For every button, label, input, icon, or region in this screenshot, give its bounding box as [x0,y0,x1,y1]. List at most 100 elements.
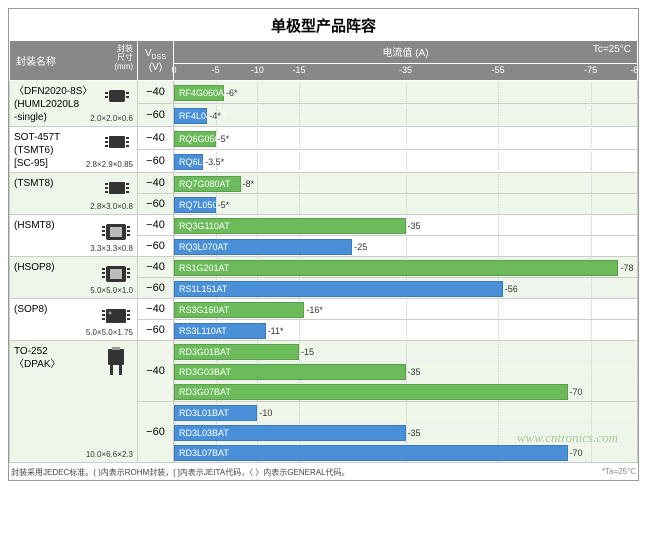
bar-row: RS1L151AT-56 [174,278,637,298]
watermark: www.cntronics.com [517,430,618,446]
bar: RQ7L050AT [174,197,216,213]
package-icon [103,133,131,155]
bar-row: RD3G01BAT-15 [174,341,637,361]
bar-row: RD3G07BAT-70 [174,381,637,401]
bar-value-label: -35 [406,364,421,380]
vdss-value: −40 [138,257,174,278]
bar-row: RQ6G050AT-5* [174,128,637,148]
bar: RS3G160AT [174,302,304,318]
bar: RS3L110AT [174,323,266,339]
bar-row: RQ3G110AT-35 [174,215,637,235]
footnote-right: *Ta=25°C [602,467,636,476]
bar: RQ6G050AT [174,131,216,147]
package-dims: 5.0×5.0×1.0 [90,286,133,296]
vdss-value: −60 [138,278,174,299]
bar-cell: RS3G160AT-16* [174,299,638,320]
package-icon [103,87,131,109]
package-dims: 2.8×2.9×0.85 [86,160,133,170]
bar-row: RS1G201AT-78 [174,257,637,277]
axis-tick: 0 [171,65,176,75]
bar-value-label: -4* [207,108,221,124]
package-dims: 3.3×3.3×0.8 [90,244,133,254]
bar: RD3L01BAT [174,405,257,421]
bar-row: RQ7G080AT-8* [174,173,637,193]
bar-cell: RS3L110AT-11* [174,320,638,341]
bar: RF4G060AT [174,85,224,101]
bar-row: RQ6L035AT-3.5* [174,151,637,171]
vdss-value: −60 [138,402,174,463]
bar-row: RF4G060AT-6* [174,82,637,102]
bar-row: RQ7L050AT-5* [174,194,637,214]
bar-value-label: -56 [503,281,518,297]
package-cell: (HSMT8)3.3×3.3×0.8 [10,215,138,257]
hdr-pkg-size: 封装尺寸(mm) [114,45,133,71]
vdss-value: −40 [138,215,174,236]
vdss-value: −60 [138,104,174,127]
vdss-value: −40 [138,127,174,150]
bar: RD3L07BAT [174,445,568,461]
bar-value-label: -8* [241,176,255,192]
bar: RS1G201AT [174,260,618,276]
bar-row: RD3G03BAT-35 [174,361,637,381]
hdr-pkg-label: 封装名称 [16,57,56,68]
bar-value-label: -70 [568,384,583,400]
vdss-value: −40 [138,299,174,320]
bar-value-label: -16* [304,302,323,318]
bar: RD3G03BAT [174,364,406,380]
bar-value-label: -35 [406,218,421,234]
bar-cell: RS1G201AT-78 [174,257,638,278]
vdss-value: −60 [138,320,174,341]
axis-tick: -55 [492,65,505,75]
axis-tick: -80 [630,65,643,75]
bar: RF4L040AT [174,108,207,124]
bar: RQ3L070AT [174,239,352,255]
bar-cell: RD3G01BAT-15RD3G03BAT-35RD3G07BAT-70 [174,341,638,402]
vdss-value: −40 [138,81,174,104]
bar: RQ6L035AT [174,154,203,170]
bar-row: RS3L110AT-11* [174,320,637,340]
axis-tick: -5 [212,65,220,75]
axis-row: 0-5-10-15-35-55-75-80 [174,63,638,80]
bar-cell: RQ7G080AT-8* [174,173,638,194]
bar-cell: RF4L040AT-4* [174,104,638,127]
hdr-current: 电流值 (A) Tc=25°C [174,41,638,64]
package-icon [103,179,131,201]
bar-cell: RS1L151AT-56 [174,278,638,299]
bar-row: RS3G160AT-16* [174,299,637,319]
package-dims: 5.0×5.0×1.75 [86,328,133,338]
vdss-value: −60 [138,150,174,173]
bar-cell: RF4G060AT-6* [174,81,638,104]
bar-row: RQ3L070AT-25 [174,236,637,256]
footnote-left: 封装采用JEDEC标准。( )内表示ROHM封装，[ ]内表示JEITA代码，〈… [11,468,350,477]
hdr-tc: Tc=25°C [593,44,631,55]
bar-cell: RQ3G110AT-35 [174,215,638,236]
axis-tick: -10 [251,65,264,75]
package-dims: 2.0×2.0×0.6 [90,114,133,124]
bar-cell: RQ3L070AT-25 [174,236,638,257]
bar: RD3G01BAT [174,344,299,360]
package-cell: (TSMT8)2.8×3.0×0.8 [10,173,138,215]
package-cell: SOT-457T(TSMT6)[SC-95]2.8×2.9×0.85 [10,127,138,173]
bar-cell: RQ6G050AT-5* [174,127,638,150]
bar: RD3G07BAT [174,384,568,400]
bar-value-label: -25 [352,239,367,255]
package-icon [101,347,131,381]
axis-tick: -35 [399,65,412,75]
package-cell: 〈DFN2020-8S〉(HUML2020L8-single)2.0×2.0×0… [10,81,138,127]
package-cell: (SOP8)5.0×5.0×1.75 [10,299,138,341]
chart-container: 单极型产品阵容 封装名称 封装尺寸(mm) VDSS(V) 电流值 (A) Tc… [8,8,639,481]
bar-value-label: -11* [266,323,284,339]
bar: RS1L151AT [174,281,503,297]
axis-tick: -75 [584,65,597,75]
bar-value-label: -6* [224,85,238,101]
vdss-value: −60 [138,236,174,257]
bar-value-label: -5* [216,197,230,213]
vdss-value: −40 [138,173,174,194]
hdr-current-label: 电流值 (A) [382,48,428,59]
chart-title: 单极型产品阵容 [9,9,638,40]
bar: RD3L03BAT [174,425,406,441]
data-table: 封装名称 封装尺寸(mm) VDSS(V) 电流值 (A) Tc=25°C 0-… [9,40,638,463]
bar-cell: RQ6L035AT-3.5* [174,150,638,173]
package-cell: TO-252〈DPAK〉10.0×6.6×2.3 [10,341,138,463]
bar-value-label: -35 [406,425,421,441]
